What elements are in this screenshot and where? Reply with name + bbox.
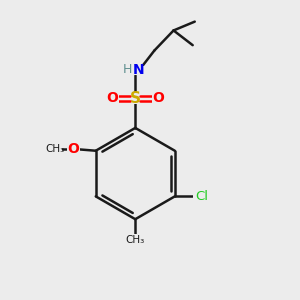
Text: CH₃: CH₃ xyxy=(126,236,145,245)
Bar xyxy=(128,93,142,104)
Bar xyxy=(193,190,209,203)
Text: H: H xyxy=(122,62,132,76)
Bar xyxy=(67,144,80,154)
Bar xyxy=(152,93,165,104)
Text: Cl: Cl xyxy=(195,190,208,203)
Bar xyxy=(133,66,143,75)
Bar xyxy=(127,234,143,247)
Text: O: O xyxy=(68,142,80,156)
Bar xyxy=(47,143,62,155)
Bar xyxy=(106,93,119,104)
Text: CH₃: CH₃ xyxy=(45,144,64,154)
Text: N: N xyxy=(132,64,144,77)
Bar xyxy=(124,67,133,74)
Text: S: S xyxy=(130,91,141,106)
Text: O: O xyxy=(106,92,118,106)
Text: O: O xyxy=(152,92,164,106)
